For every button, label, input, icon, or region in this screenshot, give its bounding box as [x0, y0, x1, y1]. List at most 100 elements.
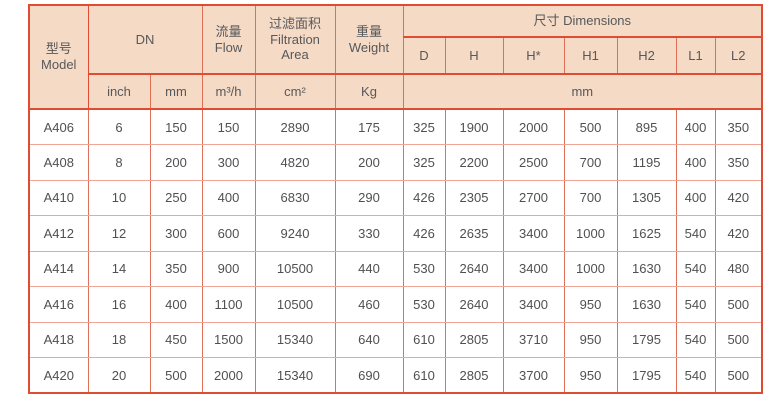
- value-cell: 1900: [444, 109, 504, 145]
- header-dim-l1: L1: [675, 36, 716, 75]
- model-cell: A416: [28, 286, 89, 323]
- header-row-dimension-columns: D H H* H1 H2 L1 L2: [29, 36, 763, 75]
- value-cell: 150: [149, 109, 203, 145]
- value-cell: 3400: [502, 286, 565, 323]
- header-dim-l2: L2: [714, 36, 763, 75]
- unit-weight: Kg: [334, 73, 404, 110]
- value-cell: 540: [675, 215, 716, 252]
- value-cell: 15340: [254, 322, 336, 358]
- value-cell: 350: [714, 109, 763, 145]
- header-weight: 重量 Weight: [334, 4, 404, 75]
- value-cell: 16: [87, 286, 151, 323]
- value-cell: 2890: [254, 109, 336, 145]
- value-cell: 15340: [254, 357, 336, 394]
- value-cell: 1305: [616, 180, 677, 216]
- header-dim-d: D: [402, 36, 446, 75]
- value-cell: 1630: [616, 286, 677, 323]
- value-cell: 3400: [502, 215, 565, 252]
- table-row: A418 18 450 1500 15340 640 610 2805 3710 950 1795 5…: [28, 322, 763, 358]
- value-cell: 400: [149, 286, 203, 323]
- value-cell: 895: [616, 109, 677, 145]
- model-cell: A410: [28, 180, 89, 216]
- unit-area: cm²: [254, 73, 336, 110]
- value-cell: 350: [149, 251, 203, 287]
- value-cell: 1000: [563, 215, 618, 252]
- value-cell: 2305: [444, 180, 504, 216]
- spec-table: 型号 Model DN 流量 Flow 过滤面积 Filtration Area…: [28, 4, 764, 394]
- value-cell: 2805: [444, 357, 504, 394]
- value-cell: 1630: [616, 251, 677, 287]
- value-cell: 440: [334, 251, 404, 287]
- value-cell: 540: [675, 286, 716, 323]
- model-cell: A420: [28, 357, 89, 394]
- value-cell: 10500: [254, 251, 336, 287]
- value-cell: 14: [87, 251, 151, 287]
- value-cell: 500: [714, 286, 763, 323]
- header-dim-hstar: H*: [502, 36, 565, 75]
- value-cell: 426: [402, 180, 446, 216]
- table-row: A412 12 300 600 9240 330 426 2635 3400 1000 1625 54…: [28, 215, 763, 252]
- value-cell: 1500: [201, 322, 256, 358]
- table-row: A408 8 200 300 4820 200 325 2200 2500 700 1195 400 3…: [28, 144, 763, 181]
- value-cell: 2700: [502, 180, 565, 216]
- header-row-groups: 型号 Model DN 流量 Flow 过滤面积 Filtration Area…: [28, 4, 763, 110]
- value-cell: 950: [563, 322, 618, 358]
- model-cell: A406: [28, 109, 89, 145]
- header-row-units: inch mm m³/h cm² Kg mm: [29, 73, 763, 110]
- header-flow: 流量 Flow: [201, 4, 256, 75]
- value-cell: 2000: [201, 357, 256, 394]
- value-cell: 300: [201, 144, 256, 181]
- unit-flow: m³/h: [201, 73, 256, 110]
- value-cell: 6830: [254, 180, 336, 216]
- value-cell: 10500: [254, 286, 336, 323]
- value-cell: 610: [402, 322, 446, 358]
- value-cell: 400: [675, 144, 716, 181]
- table-row: A410 10 250 400 6830 290 426 2305 2700 700 1305 400…: [28, 180, 763, 216]
- value-cell: 1795: [616, 357, 677, 394]
- value-cell: 2640: [444, 286, 504, 323]
- value-cell: 200: [334, 144, 404, 181]
- value-cell: 500: [563, 109, 618, 145]
- value-cell: 1000: [563, 251, 618, 287]
- value-cell: 290: [334, 180, 404, 216]
- header-filtration-area: 过滤面积 Filtration Area: [254, 4, 336, 75]
- value-cell: 175: [334, 109, 404, 145]
- value-cell: 2200: [444, 144, 504, 181]
- value-cell: 400: [675, 180, 716, 216]
- header-dn: DN: [87, 4, 203, 75]
- value-cell: 3710: [502, 322, 565, 358]
- unit-dims-mm: mm: [402, 73, 763, 110]
- value-cell: 2805: [444, 322, 504, 358]
- value-cell: 1195: [616, 144, 677, 181]
- value-cell: 6: [87, 109, 151, 145]
- value-cell: 700: [563, 180, 618, 216]
- value-cell: 330: [334, 215, 404, 252]
- value-cell: 426: [402, 215, 446, 252]
- value-cell: 325: [402, 109, 446, 145]
- value-cell: 450: [149, 322, 203, 358]
- model-cell: A414: [28, 251, 89, 287]
- table-row: A414 14 350 900 10500 440 530 2640 3400 1000 1630 5…: [28, 251, 763, 287]
- value-cell: 2500: [502, 144, 565, 181]
- header-dim-h2: H2: [616, 36, 677, 75]
- value-cell: 480: [714, 251, 763, 287]
- value-cell: 2640: [444, 251, 504, 287]
- value-cell: 300: [149, 215, 203, 252]
- header-dimensions: 尺寸 Dimensions: [402, 4, 763, 38]
- value-cell: 1100: [201, 286, 256, 323]
- model-cell: A412: [28, 215, 89, 252]
- value-cell: 400: [201, 180, 256, 216]
- value-cell: 530: [402, 251, 446, 287]
- value-cell: 250: [149, 180, 203, 216]
- table-header: 型号 Model DN 流量 Flow 过滤面积 Filtration Area…: [28, 4, 763, 110]
- value-cell: 4820: [254, 144, 336, 181]
- value-cell: 420: [714, 215, 763, 252]
- value-cell: 3700: [502, 357, 565, 394]
- value-cell: 325: [402, 144, 446, 181]
- unit-inch: inch: [87, 73, 151, 110]
- value-cell: 500: [149, 357, 203, 394]
- value-cell: 900: [201, 251, 256, 287]
- value-cell: 950: [563, 357, 618, 394]
- value-cell: 10: [87, 180, 151, 216]
